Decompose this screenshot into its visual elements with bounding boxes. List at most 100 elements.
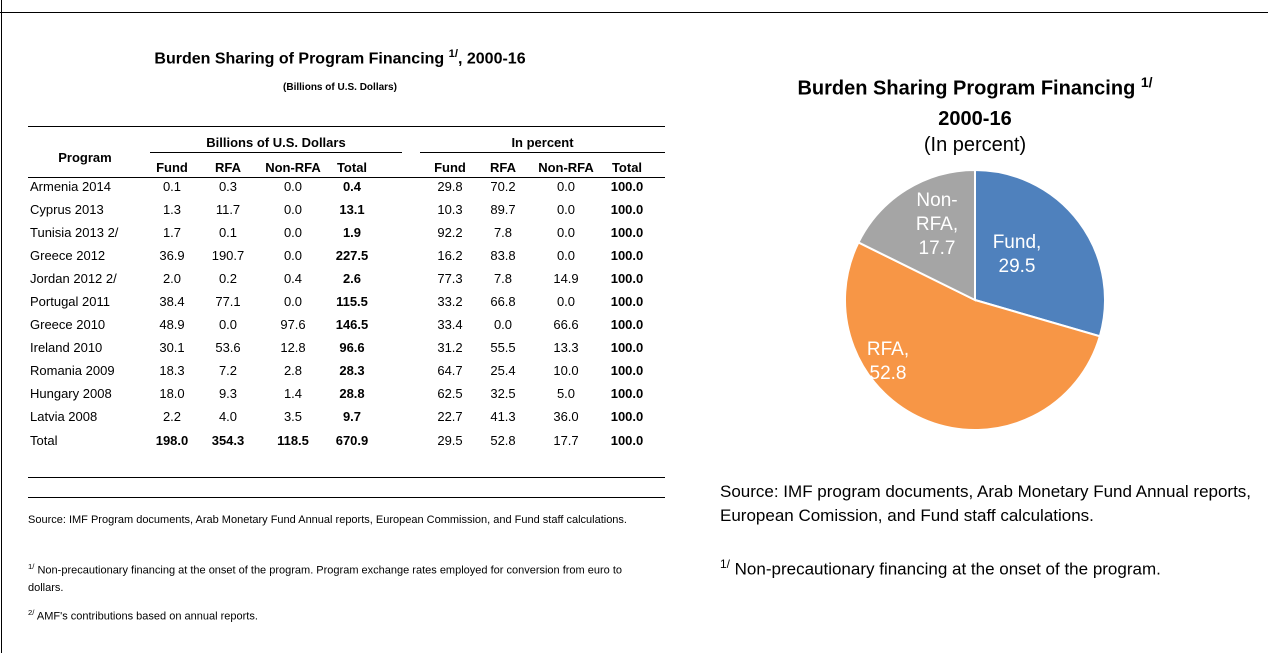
cell-value: 97.6	[280, 317, 306, 332]
table-title: Burden Sharing of Program Financing 1/, …	[0, 48, 680, 68]
column-header: Program	[58, 150, 112, 165]
cell-value: 18.0	[159, 386, 185, 401]
cell-value: 7.2	[218, 363, 238, 378]
cell-value: 10.3	[437, 202, 463, 217]
cell-value: 28.3	[339, 363, 365, 378]
row-label: Romania 2009	[30, 363, 115, 378]
table-subtitle: (Billions of U.S. Dollars)	[283, 82, 397, 93]
cell-value: 0.4	[283, 271, 303, 286]
cell-value: 0.1	[218, 225, 238, 240]
title-suffix: , 2000-16	[457, 50, 526, 68]
cell-value: 18.3	[159, 363, 185, 378]
cell-value: 9.7	[342, 409, 362, 424]
column-header: RFA	[215, 160, 241, 175]
cell-value: 36.0	[553, 409, 579, 424]
cell-value: 0.3	[218, 179, 238, 194]
cell-value: 2.8	[283, 363, 303, 378]
column-header: Fund	[434, 160, 466, 175]
cell-value: 198.0	[155, 433, 189, 448]
cell-value: 2.6	[342, 271, 362, 286]
cell-value: 25.4	[490, 363, 516, 378]
row-label: Jordan 2012 2/	[30, 271, 117, 286]
chart-title-text: Burden Sharing Program Financing	[797, 77, 1136, 100]
rule	[28, 126, 665, 127]
cell-value: 48.9	[159, 317, 185, 332]
cell-value: 0.0	[283, 179, 303, 194]
chart-title: Burden Sharing Program Financing 1/	[720, 74, 1230, 101]
chart-title-sup: 1/	[1140, 74, 1153, 90]
cell-value: 52.8	[490, 433, 516, 448]
column-header: RFA	[490, 160, 516, 175]
cell-value: 100.0	[610, 202, 644, 217]
cell-value: 0.0	[556, 225, 576, 240]
cell-value: 13.1	[339, 202, 365, 217]
cell-value: 0.0	[283, 294, 303, 309]
cell-value: 100.0	[610, 179, 644, 194]
cell-value: 100.0	[610, 225, 644, 240]
cell-value: 4.0	[218, 409, 238, 424]
title-text: Burden Sharing of Program Financing	[154, 50, 445, 68]
cell-value: 0.0	[556, 248, 576, 263]
rule	[150, 152, 402, 153]
rule	[28, 477, 665, 478]
cell-value: 55.5	[490, 340, 516, 355]
cell-value: 0.2	[218, 271, 238, 286]
cell-value: 96.6	[339, 340, 365, 355]
cell-value: 2.0	[162, 271, 182, 286]
cell-value: 70.2	[490, 179, 516, 194]
data-label: RFA, 52.8	[866, 339, 910, 384]
cell-value: 118.5	[277, 433, 309, 448]
cell-value: 77.1	[215, 294, 241, 309]
cell-value: 3.5	[283, 409, 303, 424]
cell-value: 0.0	[283, 225, 303, 240]
cell-value: 16.2	[437, 248, 463, 263]
cell-value: 29.8	[437, 179, 463, 194]
cell-value: 100.0	[610, 433, 644, 448]
row-label: Total	[30, 433, 58, 448]
cell-value: 100.0	[610, 340, 644, 355]
rule	[28, 497, 665, 498]
column-header: Fund	[156, 160, 188, 175]
note-sup: 1/	[720, 557, 730, 571]
cell-value: 2.2	[162, 409, 182, 424]
cell-value: 354.3	[211, 433, 245, 448]
cell-value: 7.8	[493, 225, 513, 240]
cell-value: 33.2	[437, 294, 463, 309]
cell-value: 0.0	[218, 317, 238, 332]
cell-value: 227.5	[335, 248, 369, 263]
chart-note: 1/ Non-precautionary financing at the on…	[720, 552, 1260, 582]
cell-value: 66.6	[553, 317, 579, 332]
cell-value: 10.0	[553, 363, 579, 378]
cell-value: 64.7	[437, 363, 463, 378]
cell-value: 100.0	[610, 271, 644, 286]
cell-value: 30.1	[159, 340, 185, 355]
column-header: Non-RFA	[538, 160, 594, 175]
row-label: Cyprus 2013	[30, 202, 104, 217]
note-text: Non-precautionary financing at the onset…	[729, 559, 1161, 579]
table-note: 2/ AMF's contributions based on annual r…	[28, 604, 658, 626]
row-label: Hungary 2008	[30, 386, 112, 401]
cell-value: 0.0	[283, 248, 303, 263]
note-text: AMF's contributions based on annual repo…	[34, 610, 258, 623]
cell-value: 17.7	[553, 433, 579, 448]
cell-value: 66.8	[490, 294, 516, 309]
cell-value: 100.0	[610, 317, 644, 332]
data-label: Non-RFA, 17.7	[915, 190, 959, 259]
pie-slice	[974, 168, 1107, 338]
cell-value: 77.3	[437, 271, 463, 286]
cell-value: 38.4	[159, 294, 185, 309]
cell-value: 9.3	[218, 386, 238, 401]
cell-value: 115.5	[336, 294, 368, 309]
cell-value: 0.0	[283, 202, 303, 217]
cell-value: 100.0	[610, 386, 644, 401]
frame-top	[0, 12, 1268, 13]
cell-value: 14.9	[553, 271, 579, 286]
column-header: Non-RFA	[265, 160, 321, 175]
cell-value: 83.8	[490, 248, 516, 263]
note-sup: 1/	[28, 562, 35, 571]
cell-value: 31.2	[437, 340, 463, 355]
chart-title-line2: 2000-16	[938, 108, 1012, 130]
table-note: 1/ Non-precautionary financing at the on…	[28, 558, 658, 597]
cell-value: 100.0	[610, 294, 644, 309]
cell-value: 0.0	[556, 294, 576, 309]
